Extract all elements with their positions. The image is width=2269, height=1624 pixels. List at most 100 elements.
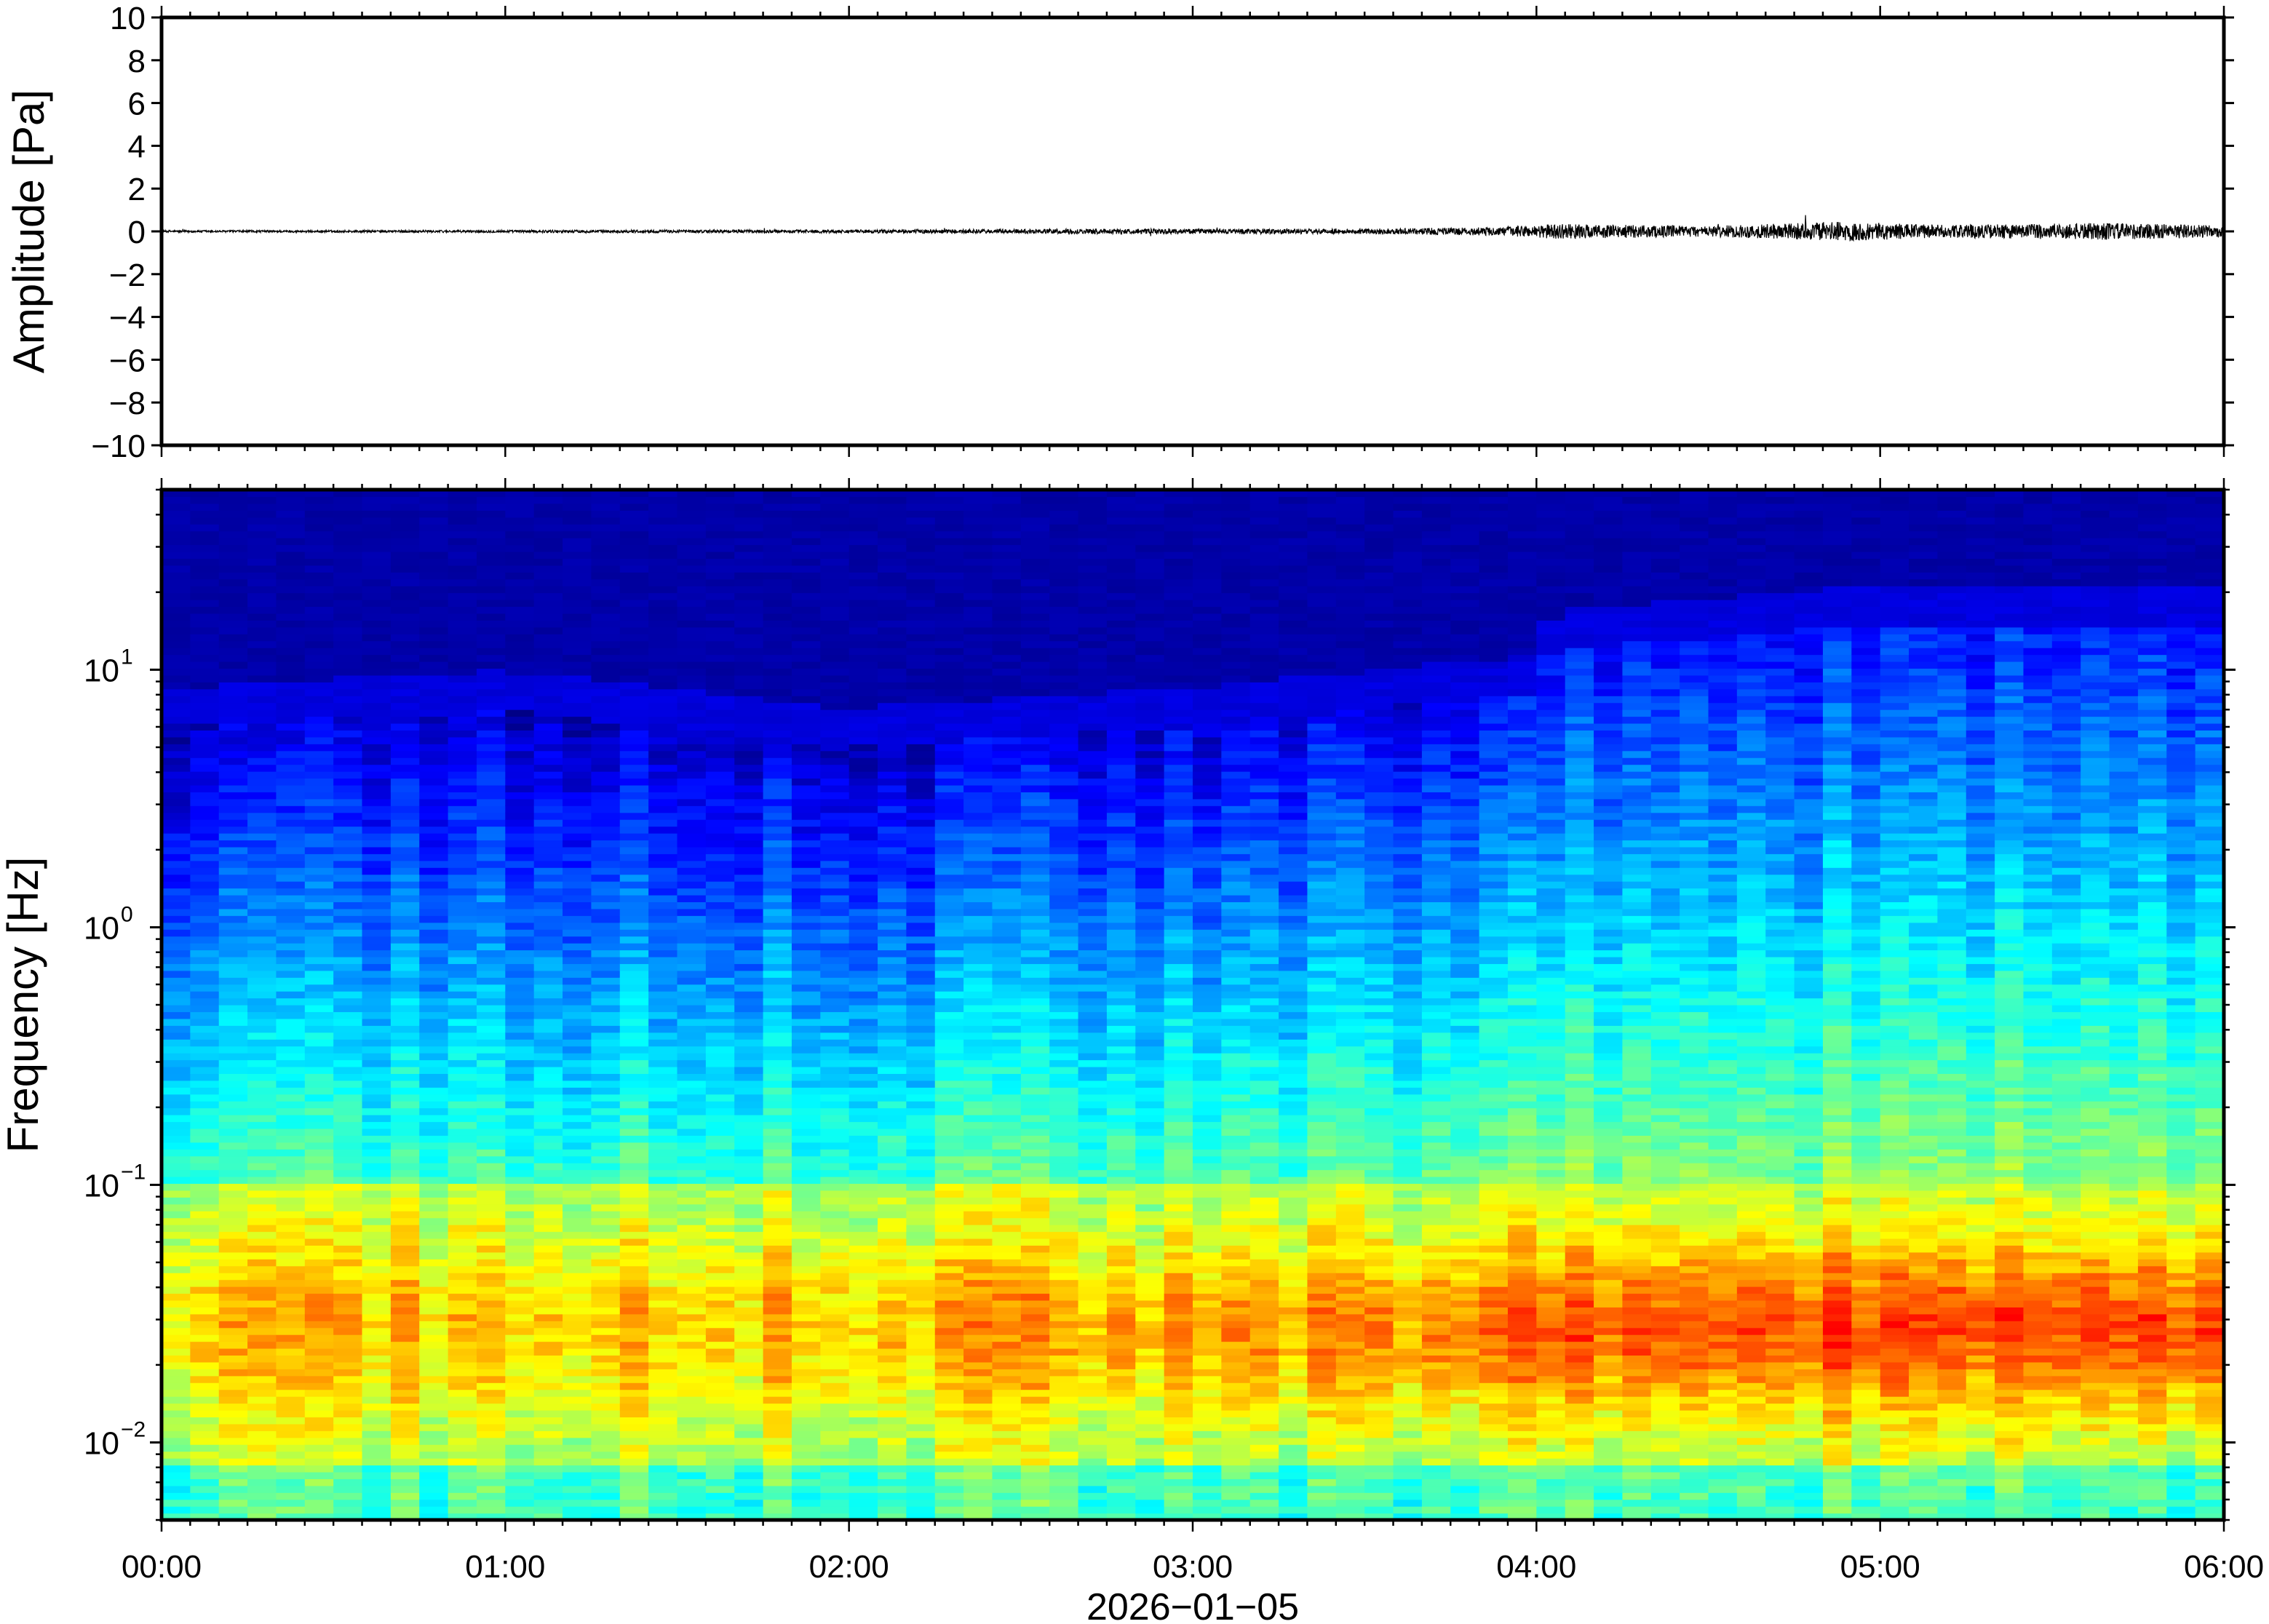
spectrogram-cell [247, 984, 277, 992]
spectrogram-cell [1020, 894, 1050, 902]
spectrogram-cell [963, 1046, 993, 1054]
spectrogram-cell [1049, 503, 1079, 511]
spectrogram-cell [162, 682, 191, 690]
spectrogram-cell [734, 530, 764, 538]
spectrogram-cell [648, 688, 678, 696]
spectrogram-cell [992, 1409, 1022, 1417]
spectrogram-cell [190, 702, 220, 710]
spectrogram-cell [1049, 1327, 1079, 1335]
spectrogram-cell [878, 1403, 907, 1411]
spectrogram-cell [333, 1087, 363, 1095]
spectrogram-cell [648, 661, 678, 669]
spectrogram-cell [333, 943, 363, 951]
spectrogram-cell [304, 1107, 334, 1115]
spectrogram-cell [763, 661, 792, 669]
spectrogram-cell [963, 826, 993, 834]
spectrogram-cell [820, 1273, 850, 1281]
spectrogram-cell [963, 1149, 993, 1157]
spectrogram-cell [190, 1251, 220, 1259]
spectrogram-cell [218, 1169, 248, 1177]
spectrogram-cell [476, 908, 506, 916]
spectrogram-cell [1049, 674, 1079, 682]
spectrogram-cell [362, 674, 392, 682]
spectrogram-cell [276, 702, 306, 710]
spectrogram-cell [218, 1066, 248, 1074]
spectrogram-cell [276, 1101, 306, 1109]
spectrogram-cell [791, 1149, 821, 1157]
spectrogram-cell [419, 1513, 449, 1521]
spectrogram-cell [390, 1334, 420, 1342]
spectrogram-cell [705, 668, 735, 676]
spectrogram-cell [162, 709, 191, 717]
spectrogram-cell [791, 853, 821, 861]
spectrogram-cell [705, 1389, 735, 1397]
spectrogram-cell [162, 929, 191, 937]
spectrogram-cell [734, 833, 764, 841]
spectrogram-cell [533, 853, 563, 861]
spectrogram-cell [247, 1169, 277, 1177]
spectrogram-cell [619, 846, 649, 854]
spectrogram-cell [906, 668, 936, 676]
spectrogram-cell [276, 606, 306, 614]
spectrogram-cell [247, 833, 277, 841]
spectrogram-cell [734, 496, 764, 504]
spectrogram-cell [276, 730, 306, 738]
spectrogram-cell [705, 1238, 735, 1246]
spectrogram-cell [791, 572, 821, 580]
spectrogram-cell [276, 915, 306, 923]
spectrogram-cell [619, 1313, 649, 1321]
spectrogram-cell [963, 1375, 993, 1383]
spectrogram-cell [849, 1444, 878, 1452]
spectrogram-cell [878, 1053, 907, 1061]
spectrogram-cell [849, 674, 878, 682]
spectrogram-cell [476, 1066, 506, 1074]
spectrogram-cell [619, 1053, 649, 1061]
spectrogram-cell [963, 510, 993, 518]
spectrogram-cell [390, 538, 420, 546]
spectrogram-cell [476, 1251, 506, 1259]
spectrogram-cell [619, 1506, 649, 1514]
spectrogram-cell [763, 730, 792, 738]
spectrogram-cell [963, 1327, 993, 1335]
spectrogram-cell [1078, 1471, 1108, 1479]
spectrogram-cell [906, 792, 936, 800]
spectrogram-cell [906, 1169, 936, 1177]
spectrogram-cell [734, 1121, 764, 1129]
spectrogram-cell [992, 984, 1022, 992]
spectrogram-cell [448, 1149, 477, 1157]
spectrogram-cell [333, 991, 363, 999]
spectrogram-cell [820, 764, 850, 772]
spectrogram-cell [390, 998, 420, 1006]
spectrogram-cell [333, 1025, 363, 1033]
spectrogram-cell [162, 524, 191, 532]
spectrogram-cell [476, 1169, 506, 1177]
spectrogram-cell [849, 688, 878, 696]
spectrogram-cell [934, 1369, 964, 1377]
spectrogram-cell [963, 1506, 993, 1514]
spectrogram-cell [218, 696, 248, 704]
spectrogram-cell [878, 1286, 907, 1294]
spectrogram-cell [247, 1465, 277, 1473]
spectrogram-cell [505, 792, 535, 800]
spectrogram-cell [276, 1506, 306, 1514]
spectrogram-cell [820, 963, 850, 971]
spectrogram-cell [162, 1382, 191, 1390]
spectrogram-cell [791, 922, 821, 930]
spectrogram-cell [619, 524, 649, 532]
spectrogram-cell [563, 977, 592, 985]
spectrogram-cell [963, 840, 993, 848]
spectrogram-cell [390, 565, 420, 573]
spectrogram-cell [419, 1506, 449, 1514]
spectrogram-cell [362, 517, 392, 525]
spectrogram-cell [563, 558, 592, 566]
spectrogram-cell [763, 1465, 792, 1473]
spectrogram-cell [419, 613, 449, 621]
spectrogram-cell [906, 1430, 936, 1438]
spectrogram-cell [218, 1478, 248, 1486]
spectrogram-cell [619, 998, 649, 1006]
spectrogram-cell [505, 565, 535, 573]
spectrogram-cell [763, 826, 792, 834]
spectrogram-cell [1020, 1355, 1050, 1363]
spectrogram-cell [276, 1225, 306, 1233]
spectrogram-cell [362, 1334, 392, 1342]
